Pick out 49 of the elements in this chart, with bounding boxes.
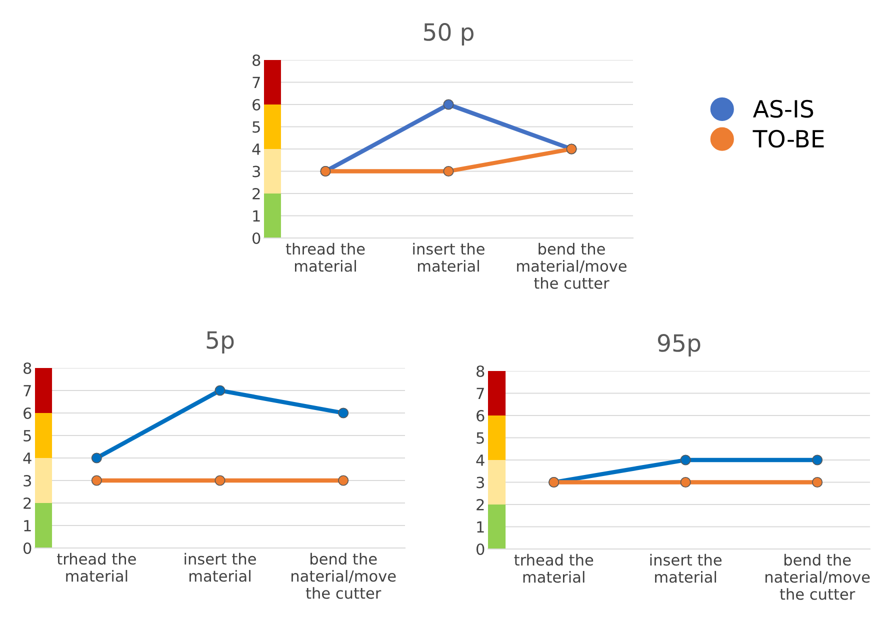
x-tick-label: bend the material/move the cutter: [517, 242, 626, 289]
chart-title: 50 p: [424, 23, 474, 46]
y-tick-label: 0: [252, 232, 260, 244]
y-tick-label: 7: [252, 76, 260, 88]
y-tick-label: 5: [476, 432, 484, 444]
x-tick-label: insert the material: [650, 554, 722, 583]
legend-label: TO-BE: [752, 130, 824, 148]
x-tick-label: trhead the material: [57, 552, 136, 582]
x-tick-label: thread the material: [286, 242, 365, 272]
y-tick-label: 8: [476, 365, 484, 378]
y-tick-label: 1: [253, 210, 260, 222]
point: [214, 385, 226, 396]
chart-title: 95p: [658, 334, 700, 356]
y-tick-label: 8: [252, 54, 260, 66]
y-tick-label: 0: [24, 542, 32, 554]
point: [91, 452, 102, 464]
x-tick-label: bend the naterial/move the cutter: [292, 552, 396, 599]
y-tick-label: 3: [24, 474, 31, 487]
point: [338, 475, 349, 486]
y-tick-label: 2: [24, 497, 31, 509]
y-tick-label: 7: [24, 385, 31, 396]
legend-label: AS-IS: [753, 100, 814, 118]
y-tick-label: 1: [477, 521, 484, 533]
point: [443, 166, 454, 177]
y-tick-label: 6: [24, 407, 32, 420]
y-tick-label: 2: [476, 498, 484, 510]
chart-title: 5p: [206, 331, 234, 354]
y-tick-label: 5: [252, 121, 260, 133]
y-tick-label: 3: [476, 476, 484, 488]
y-tick-label: 6: [252, 98, 260, 111]
x-tick-label: insert the material: [184, 552, 256, 582]
point: [214, 475, 226, 486]
y-tick-label: 4: [23, 452, 32, 464]
y-tick-label: 4: [252, 144, 260, 155]
x-tick-label: insert the material: [413, 242, 484, 272]
point: [91, 475, 102, 486]
y-tick-label: 6: [476, 410, 484, 422]
y-tick-label: 0: [476, 543, 484, 556]
point: [443, 99, 454, 110]
y-tick-label: 3: [252, 166, 260, 178]
y-tick-label: 8: [24, 362, 32, 374]
x-tick-label: bend the naterial/move the cutter: [766, 554, 870, 600]
y-tick-label: 7: [476, 388, 484, 400]
y-tick-label: 5: [24, 430, 31, 442]
x-tick-label: trhead the material: [514, 554, 594, 583]
y-tick-label: 4: [476, 454, 484, 466]
y-tick-label: 1: [24, 520, 31, 532]
y-tick-label: 2: [252, 188, 260, 200]
point: [338, 408, 349, 418]
